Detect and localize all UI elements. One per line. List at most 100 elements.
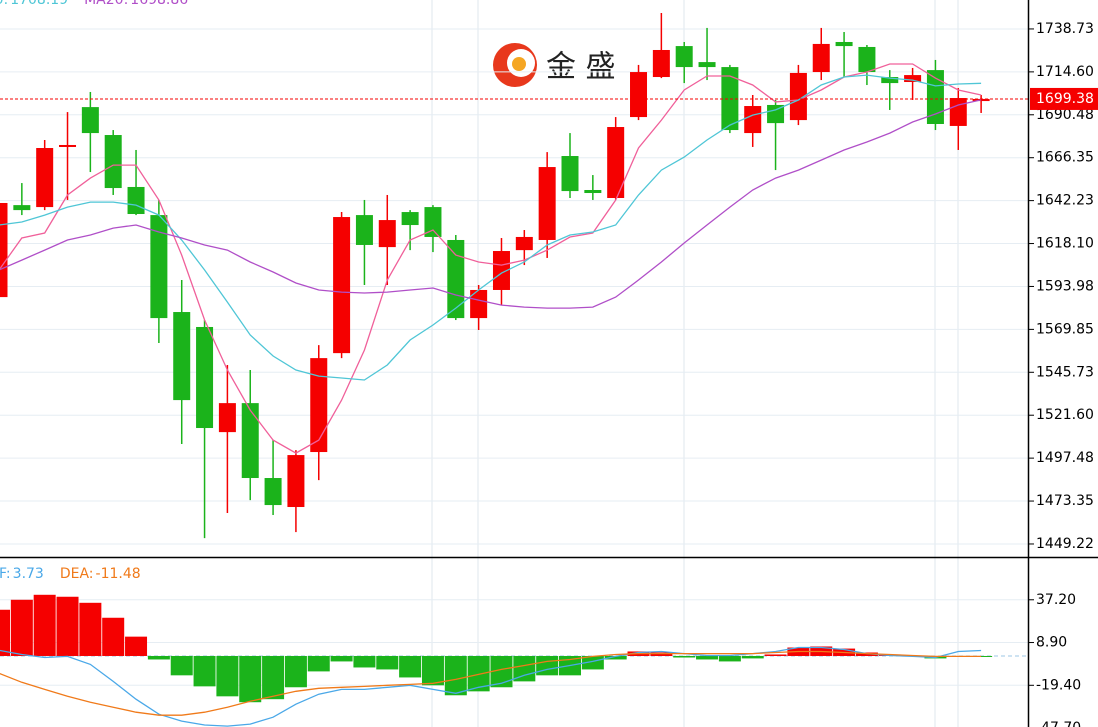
candle-body xyxy=(424,207,442,237)
legend-value: 1698.86 xyxy=(130,0,188,8)
candle-body xyxy=(447,239,465,319)
macd-bar xyxy=(353,655,376,668)
y-tick-label: 1521.60 xyxy=(1036,407,1094,423)
candle-body xyxy=(150,215,168,319)
candle-body xyxy=(584,189,602,194)
macd-bar xyxy=(604,655,627,660)
legend-label: MA20: xyxy=(84,0,128,8)
macd-bar xyxy=(284,655,307,688)
y-tick-label: 1642.23 xyxy=(1036,193,1094,209)
y-tick-label: 1714.60 xyxy=(1036,64,1094,80)
candle-body xyxy=(492,251,510,290)
legend-value: 3.73 xyxy=(13,566,44,582)
legend-entry: MA20: 1698.86 xyxy=(84,0,188,8)
macd-bar xyxy=(764,654,787,656)
candle-body xyxy=(538,167,556,240)
candle-body xyxy=(310,358,328,453)
candle-body xyxy=(218,403,236,433)
y-tick-label: 1690.48 xyxy=(1036,107,1094,123)
macd-bar xyxy=(741,655,764,659)
macd-bar xyxy=(79,602,102,656)
candle-body xyxy=(561,156,579,192)
legend-label: DEA: xyxy=(60,566,94,582)
vertical-grid xyxy=(431,0,959,727)
y-tick-label: 1569.85 xyxy=(1036,321,1094,337)
indicator-line xyxy=(0,74,982,381)
y-tick-label: 1666.35 xyxy=(1036,150,1094,166)
y-tick-label: -47.70 xyxy=(1036,720,1081,727)
last-price-label: 1699.38 xyxy=(1036,91,1094,107)
logo-text: 金 盛 xyxy=(546,50,616,85)
candle-body xyxy=(858,46,876,73)
candle-body xyxy=(675,46,693,68)
candle-body xyxy=(127,186,145,215)
candle-body xyxy=(904,75,922,83)
macd-bar xyxy=(536,655,559,676)
macd-bar xyxy=(33,594,56,656)
candle-body xyxy=(812,43,830,73)
macd-bar xyxy=(56,596,79,656)
candle-body xyxy=(881,77,899,84)
macd-bar xyxy=(444,655,467,696)
legend-label: MA10: xyxy=(0,0,8,8)
macd-bar xyxy=(467,655,490,692)
candle-body xyxy=(13,205,31,211)
candle-body xyxy=(0,202,8,298)
candle-body xyxy=(835,41,853,47)
macd-bar xyxy=(970,655,993,657)
macd-bar xyxy=(376,655,399,670)
macd-bar xyxy=(0,609,10,656)
candle-body xyxy=(287,455,305,508)
macd-bar xyxy=(170,655,193,676)
macd-bar xyxy=(262,655,285,700)
legend-entry: DEA: -11.48 xyxy=(60,566,141,582)
candle-body xyxy=(104,135,122,189)
macd-bar xyxy=(102,617,125,656)
candle-body xyxy=(789,72,807,121)
candle-body xyxy=(607,127,625,199)
macd-bar xyxy=(421,655,444,686)
candle-body xyxy=(767,104,785,124)
macd-bar xyxy=(147,655,170,660)
macd-bar xyxy=(10,599,33,656)
macd-bar xyxy=(193,655,216,687)
indicator-line xyxy=(0,650,982,716)
candle-body xyxy=(355,215,373,245)
macd-bar xyxy=(239,655,262,703)
watermark: 金 盛 xyxy=(493,43,616,87)
candle-body xyxy=(630,72,648,118)
candle-body xyxy=(59,144,77,147)
y-tick-label: 1618.10 xyxy=(1036,236,1094,252)
logo-icon xyxy=(512,57,526,71)
candle-body xyxy=(378,220,396,248)
macd-bar xyxy=(581,655,604,670)
macd-bar xyxy=(513,655,536,682)
y-tick-label: 8.90 xyxy=(1036,635,1067,651)
y-tick-label: 1497.48 xyxy=(1036,450,1094,466)
macd-bar xyxy=(125,636,148,656)
y-tick-label: 1593.98 xyxy=(1036,278,1094,294)
y-tick-label: 1473.35 xyxy=(1036,493,1094,509)
y-tick-label: -19.40 xyxy=(1036,677,1081,693)
macd-bar xyxy=(399,655,422,678)
candle-body xyxy=(652,49,670,78)
candle-body xyxy=(36,148,54,208)
candle-body xyxy=(196,326,214,429)
candle-body xyxy=(515,236,533,251)
last-price-box xyxy=(1030,87,1098,110)
candle-body xyxy=(173,312,191,401)
candle-body xyxy=(264,478,282,506)
y-tick-label: 1545.73 xyxy=(1036,364,1094,380)
candle-body xyxy=(333,217,351,354)
y-tick-label: 1738.73 xyxy=(1036,21,1094,37)
macd-bar xyxy=(718,655,741,662)
indicator-line xyxy=(0,63,982,454)
candle-body xyxy=(81,107,99,134)
candle-body xyxy=(721,67,739,131)
legend-label: DIFF: xyxy=(0,566,11,582)
macd-bar xyxy=(490,655,513,688)
candle-body xyxy=(926,70,944,124)
macd-bar xyxy=(307,655,330,672)
